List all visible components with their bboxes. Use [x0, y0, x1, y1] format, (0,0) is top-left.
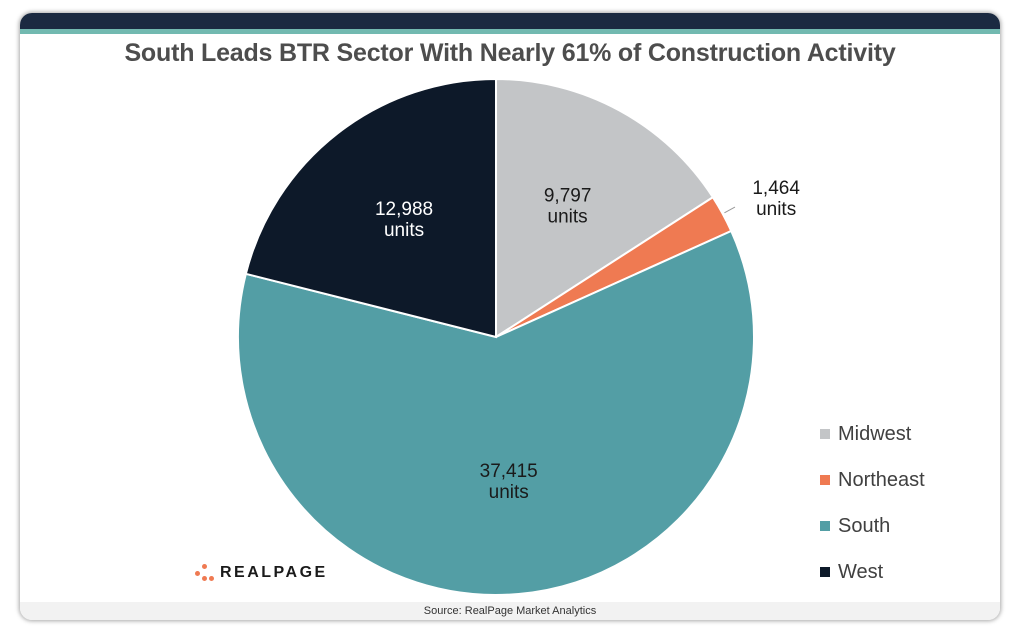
pie-labels: 9,797 units 1,464 units 37,415 units 12,988 uni…	[375, 178, 800, 503]
legend-label-west: West	[838, 560, 884, 583]
legend-swatch-south	[820, 521, 830, 531]
pie-slice-midwest	[495, 77, 715, 339]
data-label-south: 37,415 units	[480, 461, 538, 503]
chart-card: South Leads BTR Sector With Nearly 61% o…	[20, 13, 1000, 620]
legend-item-west: West	[820, 549, 925, 595]
legend-item-midwest: Midwest	[820, 411, 925, 457]
legend-item-northeast: Northeast	[820, 457, 925, 503]
pie-slice-west	[244, 77, 497, 339]
header-bar	[20, 13, 1000, 34]
legend-label-northeast: Northeast	[838, 468, 925, 491]
source-footer: Source: RealPage Market Analytics	[20, 602, 1000, 620]
data-label-northeast: 1,464 units	[752, 178, 800, 220]
legend-swatch-northeast	[820, 475, 830, 485]
legend: Midwest Northeast South West	[820, 411, 925, 595]
realpage-logo: REALPAGE	[194, 563, 328, 583]
legend-swatch-midwest	[820, 429, 830, 439]
pie-slices	[237, 77, 755, 596]
legend-label-south: South	[838, 514, 891, 537]
pie-chart: 9,797 units 1,464 units 37,415 units 12,988 uni…	[237, 77, 800, 596]
legend-item-south: South	[820, 503, 925, 549]
leader-line-northeast	[724, 206, 736, 214]
chart-title: South Leads BTR Sector With Nearly 61% o…	[124, 39, 896, 67]
data-label-midwest: 9,797 units	[544, 186, 592, 228]
legend-swatch-west	[820, 567, 830, 577]
data-label-west: 12,988 units	[375, 199, 433, 241]
logo-dots-icon	[194, 563, 214, 583]
logo-text: REALPAGE	[220, 564, 328, 581]
header-accent-stripe	[20, 29, 1000, 34]
pie-slice-south	[237, 229, 755, 596]
legend-label-midwest: Midwest	[838, 422, 912, 445]
